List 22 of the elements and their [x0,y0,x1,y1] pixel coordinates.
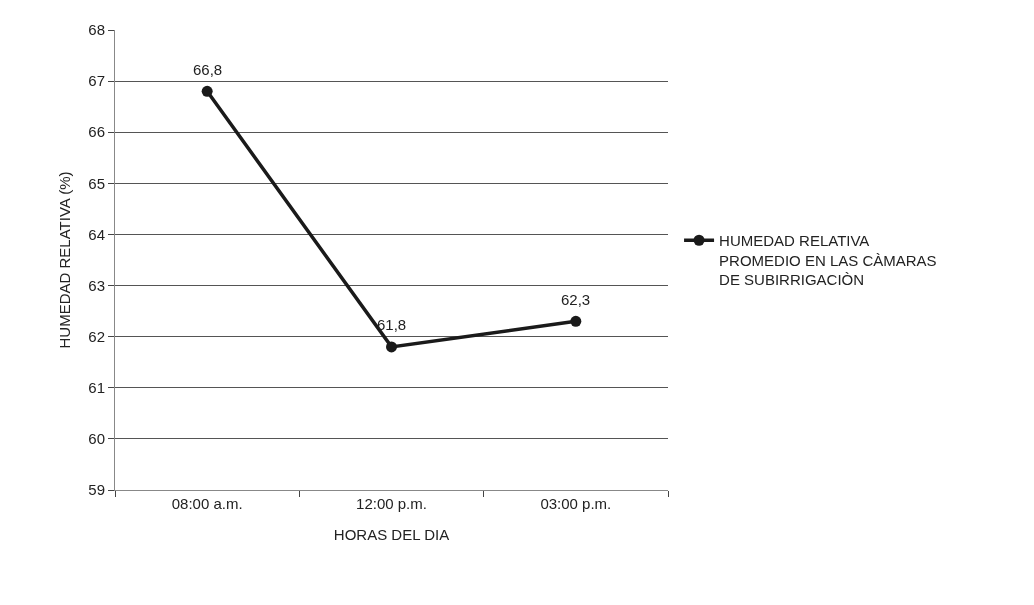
y-tick-label: 60 [88,430,105,448]
x-axis-title: HORAS DEL DIA [333,526,450,543]
x-tick-label: 03:00 p.m. [540,495,612,512]
y-tick-label: 67 [88,72,105,90]
y-tick-label: 66 [88,123,105,141]
y-tick-label: 68 [88,21,105,39]
y-tick-label: 62 [88,327,105,345]
data-label: 66,8 [193,61,223,78]
y-tick-label: 65 [88,174,105,192]
y-tick-label: 59 [88,481,105,499]
y-tick-label: 64 [88,225,105,243]
point [201,85,213,97]
data-label: 62,3 [561,291,591,308]
x-tick-label: 12:00 p.m. [356,495,427,512]
y-tick-label: 63 [88,276,105,294]
point [570,315,582,327]
y-tick-label: 61 [88,379,105,397]
y-axis-title: HUMEDAD RELATIVA (%) [55,171,73,349]
data-label: 61,8 [377,316,407,333]
x-tick-label: 08:00 a.m. [171,495,243,512]
legend-label: HUMEDAD RELATIVA PROMEDIO EN LAS CÀMARAS DE SUBIRRIGACIÒN [719,232,937,289]
point [386,341,397,353]
